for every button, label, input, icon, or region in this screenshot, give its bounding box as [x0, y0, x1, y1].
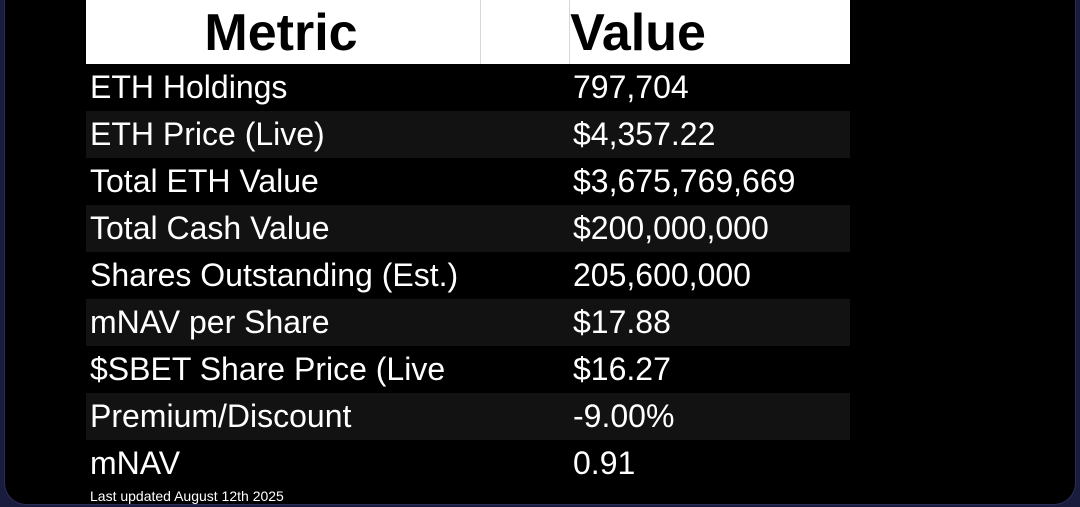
table-row: Shares Outstanding (Est.) 205,600,000	[86, 252, 850, 299]
metric-label: mNAV	[90, 445, 181, 481]
table-row: $SBET Share Price (Live $16.27	[86, 346, 850, 393]
metric-label: Total Cash Value	[90, 210, 330, 246]
table-row: mNAV per Share $17.88	[86, 299, 850, 346]
metric-value: $17.88	[573, 304, 671, 340]
metric-label: Total ETH Value	[90, 163, 319, 199]
table-header: Metric Value	[86, 0, 850, 64]
metric-value: $200,000,000	[573, 210, 769, 246]
metric-value: $16.27	[573, 351, 671, 387]
table-row: ETH Holdings 797,704	[86, 64, 850, 111]
table-row: Premium/Discount -9.00%	[86, 393, 850, 440]
metric-label: ETH Price (Live)	[90, 116, 325, 152]
metric-value: 797,704	[573, 69, 689, 105]
metric-label: $SBET Share Price (Live	[90, 351, 446, 387]
header-cell-empty	[481, 0, 570, 64]
table-row: ETH Price (Live) $4,357.22	[86, 111, 850, 158]
table-row: Total ETH Value $3,675,769,669	[86, 158, 850, 205]
metric-value: 0.91	[573, 445, 636, 481]
metric-label: mNAV per Share	[90, 304, 330, 340]
last-updated-note: Last updated August 12th 2025	[90, 488, 284, 504]
metrics-table: Metric Value ETH Holdings 797,704 ETH Pr…	[86, 0, 850, 487]
metric-value: 205,600,000	[573, 257, 751, 293]
metric-label: ETH Holdings	[90, 69, 288, 105]
metric-label: Premium/Discount	[90, 398, 352, 434]
table-row: mNAV 0.91	[86, 440, 850, 487]
header-value-label: Value	[570, 4, 706, 62]
metric-value: $4,357.22	[573, 116, 716, 152]
header-cell-metric: Metric	[86, 0, 481, 64]
header-metric-label: Metric	[204, 4, 358, 62]
metric-label: Shares Outstanding (Est.)	[90, 257, 459, 293]
table-row: Total Cash Value $200,000,000	[86, 205, 850, 252]
header-cell-value: Value	[570, 0, 850, 64]
panel: Metric Value ETH Holdings 797,704 ETH Pr…	[4, 0, 1076, 505]
metric-value: $3,675,769,669	[573, 163, 796, 199]
metric-value: -9.00%	[573, 398, 675, 434]
